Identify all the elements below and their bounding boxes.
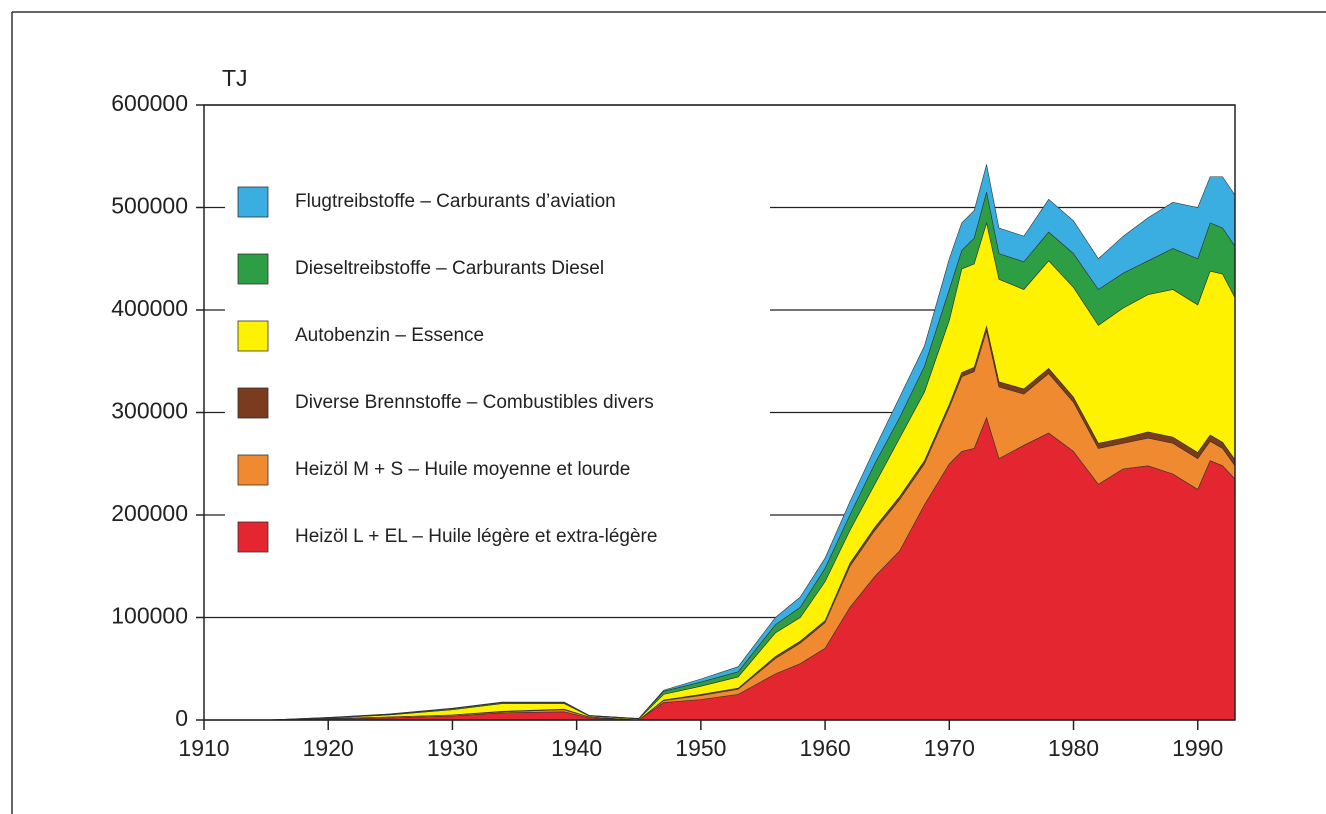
y-tick-label: 400000: [111, 295, 188, 321]
y-tick-label: 100000: [111, 603, 188, 629]
x-tick-label: 1960: [799, 735, 850, 761]
x-tick-label: 1930: [427, 735, 478, 761]
x-tick-label: 1970: [924, 735, 975, 761]
legend-label: Diverse Brennstoffe – Combustibles diver…: [295, 392, 654, 413]
plot-frame: [203, 104, 1236, 721]
legend-label: Autobenzin – Essence: [295, 325, 484, 346]
legend-swatch: [237, 387, 269, 419]
x-tick-label: 1910: [178, 735, 229, 761]
x-tick-label: 1920: [303, 735, 354, 761]
x-tick-label: 1980: [1048, 735, 1099, 761]
x-tick-label: 1940: [551, 735, 602, 761]
legend-swatch: [237, 253, 269, 285]
x-tick-label: 1990: [1172, 735, 1223, 761]
legend-swatch: [237, 320, 269, 352]
y-tick-label: 600000: [111, 90, 188, 116]
legend-swatch: [237, 186, 269, 218]
legend-label: Heizöl L + EL – Huile légère et extra-lé…: [295, 526, 657, 547]
y-tick-label: 200000: [111, 500, 188, 526]
legend-swatch: [237, 454, 269, 486]
legend-label: Dieseltreibstoffe – Carburants Diesel: [295, 258, 604, 279]
y-axis-label: TJ: [222, 65, 248, 91]
x-tick-label: 1950: [675, 735, 726, 761]
y-tick-label: 300000: [111, 398, 188, 424]
y-tick-label: 500000: [111, 193, 188, 219]
legend-label: Flugtreibstoffe – Carburants d’aviation: [295, 191, 616, 212]
y-tick-label: 0: [175, 705, 188, 731]
legend-label: Heizöl M + S – Huile moyenne et lourde: [295, 459, 630, 480]
legend-swatch: [237, 521, 269, 553]
legend-background: [225, 170, 770, 570]
